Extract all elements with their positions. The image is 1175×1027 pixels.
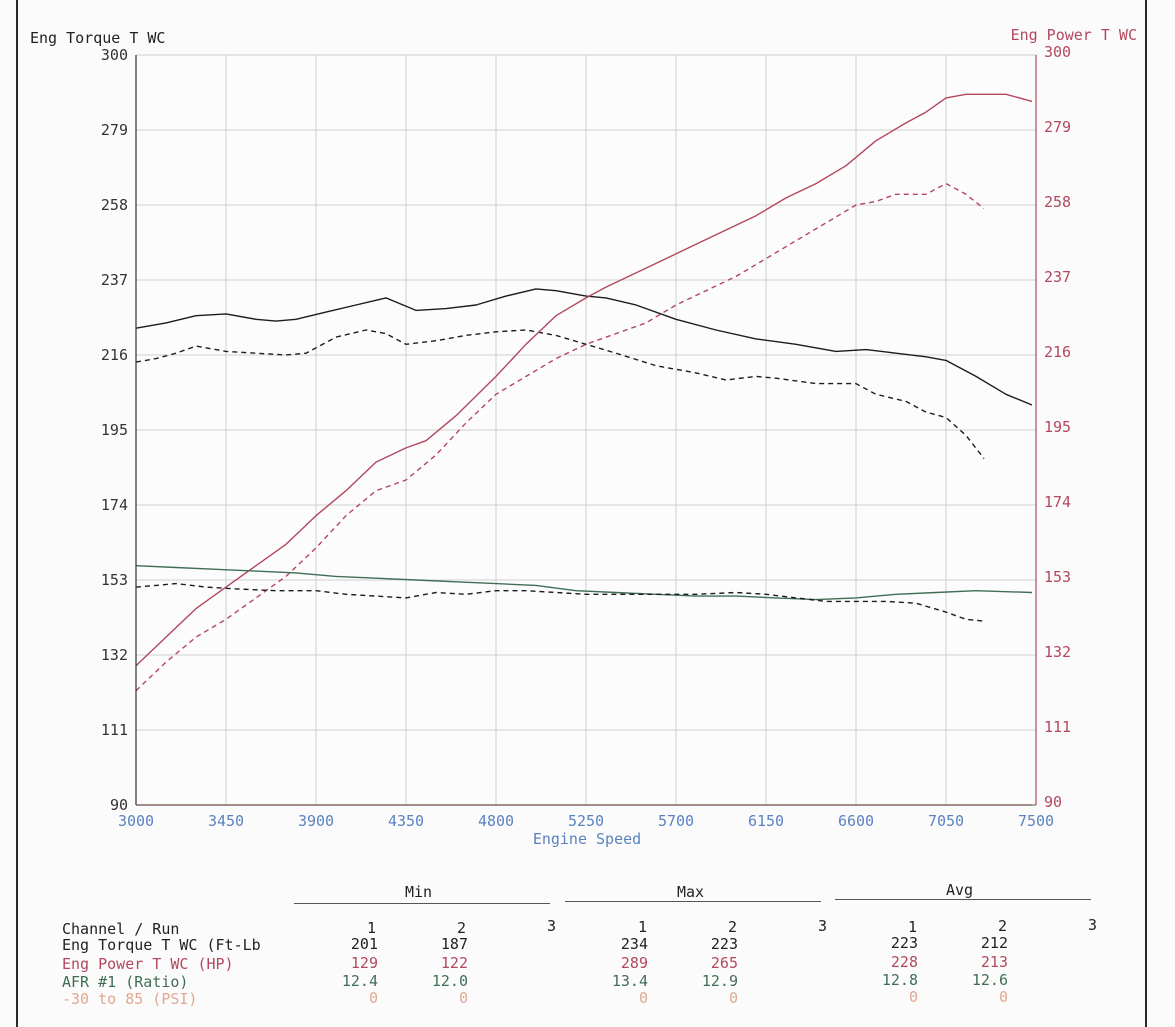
x-tick-label: 7500 bbox=[1018, 812, 1054, 830]
y-tick-label-right: 300 bbox=[1044, 43, 1071, 61]
axes bbox=[135, 55, 1037, 806]
y-tick-label-left: 174 bbox=[101, 496, 128, 514]
y-tick-label-left: 300 bbox=[101, 46, 128, 64]
y-tick-label-right: 132 bbox=[1044, 643, 1071, 661]
x-tick-label: 6150 bbox=[748, 812, 784, 830]
x-tick-label: 3450 bbox=[208, 812, 244, 830]
y-tick-label-right: 258 bbox=[1044, 193, 1071, 211]
y-axis-title-right: Eng Power T WC bbox=[1011, 26, 1137, 44]
series-lines bbox=[135, 93, 1033, 806]
series-line-1 bbox=[135, 329, 985, 460]
x-axis-title: Engine Speed bbox=[533, 830, 641, 848]
y-tick-label-right: 174 bbox=[1044, 493, 1071, 511]
x-tick-label: 5250 bbox=[568, 812, 604, 830]
y-tick-label-left: 111 bbox=[101, 721, 128, 739]
y-tick-label-right: 216 bbox=[1044, 343, 1071, 361]
series-line-0 bbox=[135, 288, 1033, 406]
y-tick-label-right: 237 bbox=[1044, 268, 1071, 286]
y-tick-label-right: 153 bbox=[1044, 568, 1071, 586]
x-tick-label: 4350 bbox=[388, 812, 424, 830]
y-tick-label-right: 90 bbox=[1044, 793, 1062, 811]
y-tick-label-left: 153 bbox=[101, 571, 128, 589]
dyno-chart: 90 111 132 153 174 195 216 237 258 279 300 90 111 132… bbox=[30, 26, 1137, 848]
y-tick-label-left: 132 bbox=[101, 646, 128, 664]
grid-lines bbox=[135, 54, 1037, 806]
y-tick-label-right: 111 bbox=[1044, 718, 1071, 736]
x-tick-label: 6600 bbox=[838, 812, 874, 830]
y-tick-label-left: 237 bbox=[101, 271, 128, 289]
y-tick-label-right: 279 bbox=[1044, 118, 1071, 136]
y-tick-label-right: 195 bbox=[1044, 418, 1071, 436]
x-tick-label: 5700 bbox=[658, 812, 694, 830]
y-axis-title-left: Eng Torque T WC bbox=[30, 29, 165, 47]
y-tick-label-left: 90 bbox=[110, 796, 128, 814]
page-border-right bbox=[1145, 0, 1147, 1027]
y-tick-label-left: 216 bbox=[101, 346, 128, 364]
series-line-3 bbox=[135, 182, 985, 692]
y-tick-label-left: 279 bbox=[101, 121, 128, 139]
x-tick-label: 4800 bbox=[478, 812, 514, 830]
axis-labels: 90 111 132 153 174 195 216 237 258 279 300 90 111 132… bbox=[30, 26, 1137, 848]
series-line-2 bbox=[135, 93, 1033, 667]
y-tick-label-left: 195 bbox=[101, 421, 128, 439]
page-border-left bbox=[16, 0, 18, 1027]
y-tick-label-left: 258 bbox=[101, 196, 128, 214]
series-line-4 bbox=[135, 565, 1033, 601]
x-tick-label: 3000 bbox=[118, 812, 154, 830]
x-tick-label: 7050 bbox=[928, 812, 964, 830]
series-line-5 bbox=[135, 582, 985, 622]
x-tick-label: 3900 bbox=[298, 812, 334, 830]
